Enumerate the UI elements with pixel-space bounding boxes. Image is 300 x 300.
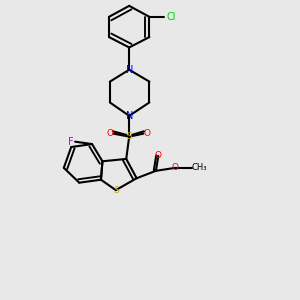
Text: N: N	[125, 65, 133, 75]
Text: O: O	[106, 129, 113, 138]
Text: N: N	[125, 111, 133, 121]
Text: O: O	[143, 129, 151, 138]
Text: O: O	[155, 152, 162, 160]
Text: F: F	[68, 137, 74, 147]
Text: O: O	[172, 163, 179, 172]
Text: S: S	[113, 186, 119, 195]
Text: CH₃: CH₃	[191, 163, 207, 172]
Text: S: S	[126, 132, 132, 141]
Text: Cl: Cl	[167, 12, 176, 22]
